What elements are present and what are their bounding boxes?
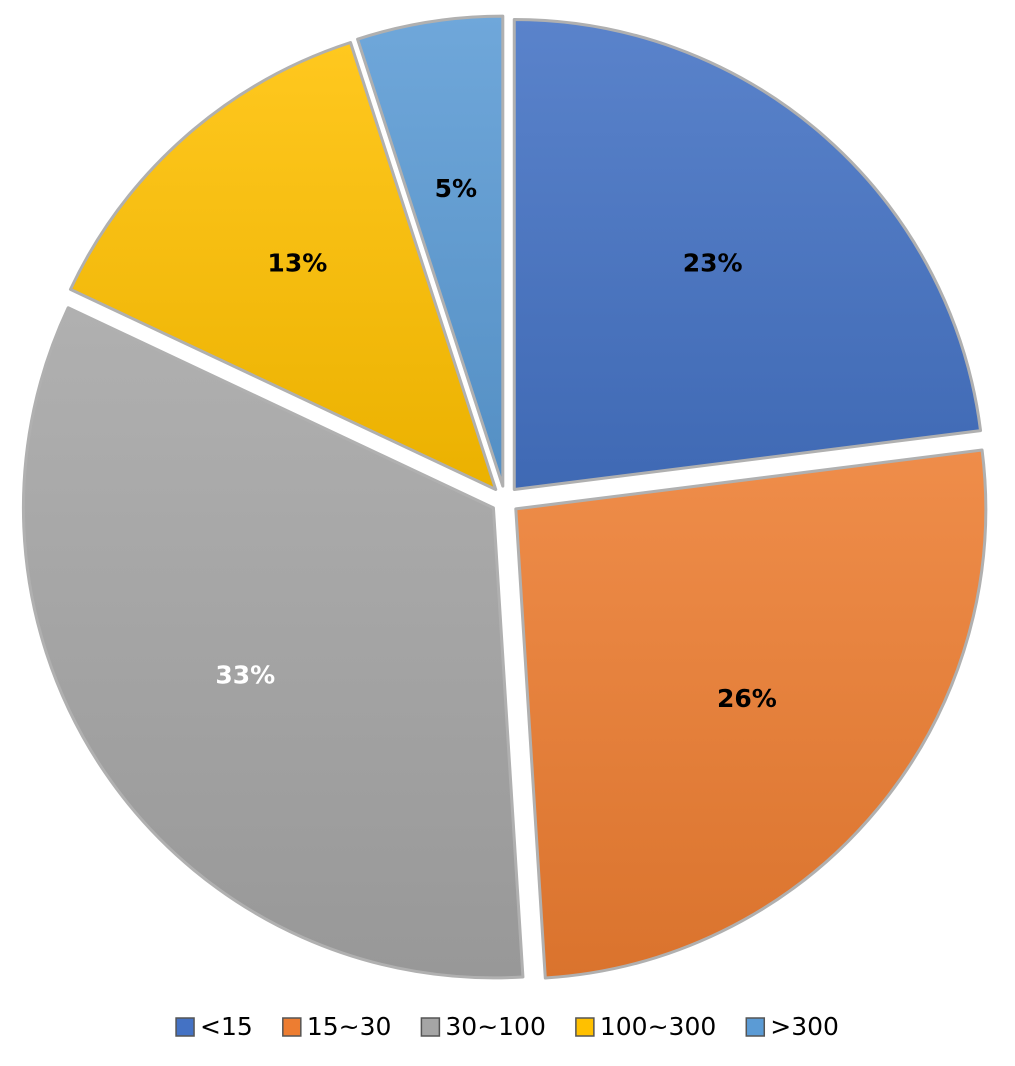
legend-item-gt-300: >300 xyxy=(745,1012,839,1041)
legend-item-15-30: 15~30 xyxy=(282,1012,392,1041)
legend-swatch-30-100 xyxy=(420,1017,441,1037)
pie-slice-lt-15 xyxy=(512,17,983,491)
data-label-lt-15: 23% xyxy=(683,248,743,277)
legend-label-100-300: 100~300 xyxy=(600,1012,716,1041)
legend-swatch-15-30 xyxy=(282,1017,302,1037)
legend-item-30-100: 30~100 xyxy=(420,1012,546,1041)
pie-data-labels: 23% 26% 33% 13% 5% xyxy=(215,174,776,713)
legend-swatch-100-300 xyxy=(575,1017,595,1037)
legend-swatch-gt-300 xyxy=(745,1017,766,1037)
legend-label-gt-300: >300 xyxy=(770,1012,839,1041)
pie-slices xyxy=(21,14,988,980)
pie-slice-gt-300 xyxy=(356,14,505,488)
data-label-30-100: 33% xyxy=(215,660,275,689)
data-label-15-30: 26% xyxy=(717,684,777,713)
legend: <15 15~30 30~100 100~300 >300 xyxy=(175,1012,839,1041)
legend-swatch-lt-15 xyxy=(175,1017,195,1037)
legend-label-30-100: 30~100 xyxy=(445,1012,545,1041)
legend-label-15-30: 15~30 xyxy=(307,1012,392,1041)
data-label-100-300: 13% xyxy=(267,248,327,277)
legend-item-lt-15: <15 xyxy=(175,1012,253,1041)
pie-slice-100-300 xyxy=(68,41,498,491)
pie-slice-30-100 xyxy=(21,306,525,980)
data-label-gt-300: 5% xyxy=(435,174,477,203)
legend-label-lt-15: <15 xyxy=(200,1012,253,1041)
legend-item-100-300: 100~300 xyxy=(575,1012,716,1041)
pie-slice-15-30 xyxy=(514,448,988,980)
